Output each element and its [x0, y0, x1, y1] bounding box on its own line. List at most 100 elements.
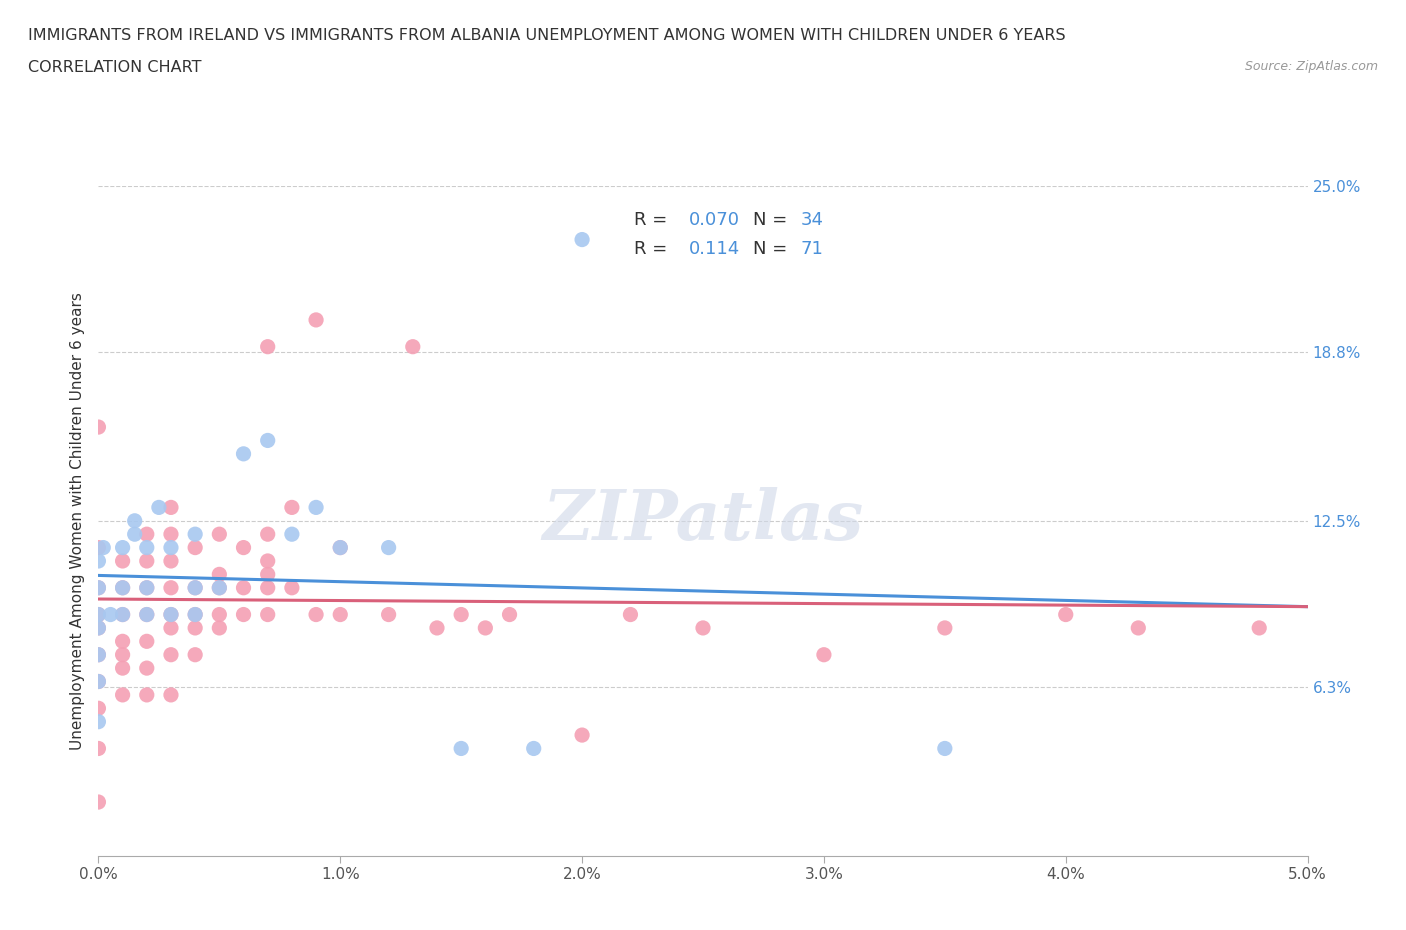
Point: [813, 647, 835, 662]
Point: [619, 607, 641, 622]
Text: 71: 71: [801, 240, 824, 258]
Point: [87, 580, 110, 595]
Point: [135, 607, 157, 622]
Point: [329, 540, 352, 555]
Point: [329, 607, 352, 622]
Point: [111, 607, 134, 622]
Text: ZIPatlas: ZIPatlas: [543, 487, 863, 554]
Text: N =: N =: [752, 211, 793, 230]
Point: [208, 526, 231, 541]
Point: [498, 607, 520, 622]
Point: [135, 580, 157, 595]
Point: [135, 526, 157, 541]
Point: [160, 580, 183, 595]
Point: [256, 339, 278, 354]
Point: [208, 607, 231, 622]
Point: [135, 660, 157, 675]
Point: [256, 553, 278, 568]
Point: [184, 526, 207, 541]
Point: [184, 540, 207, 555]
Point: [87, 419, 110, 434]
Point: [450, 607, 472, 622]
Point: [256, 433, 278, 448]
Point: [124, 513, 146, 528]
Point: [135, 540, 157, 555]
Text: 34: 34: [801, 211, 824, 230]
Point: [160, 540, 183, 555]
Point: [135, 687, 157, 702]
Point: [1249, 620, 1271, 635]
Point: [934, 741, 956, 756]
Point: [87, 620, 110, 635]
Point: [160, 647, 183, 662]
Point: [377, 607, 399, 622]
Point: [160, 620, 183, 635]
Point: [426, 620, 449, 635]
Legend: Immigrants from Ireland, Immigrants from Albania: Immigrants from Ireland, Immigrants from…: [378, 924, 907, 930]
Point: [87, 620, 110, 635]
Point: [184, 607, 207, 622]
Point: [111, 634, 134, 649]
Point: [87, 580, 110, 595]
Point: [87, 607, 110, 622]
Point: [208, 580, 231, 595]
Point: [232, 607, 254, 622]
Text: N =: N =: [752, 240, 793, 258]
Point: [91, 540, 114, 555]
Point: [111, 580, 134, 595]
Point: [1054, 607, 1077, 622]
Point: [87, 674, 110, 689]
Point: [232, 580, 254, 595]
Point: [474, 620, 496, 635]
Point: [208, 567, 231, 582]
Point: [329, 540, 352, 555]
Point: [160, 553, 183, 568]
Point: [305, 500, 328, 515]
Point: [87, 540, 110, 555]
Point: [160, 607, 183, 622]
Point: [305, 312, 328, 327]
Point: [160, 500, 183, 515]
Point: [87, 714, 110, 729]
Point: [305, 607, 328, 622]
Point: [87, 607, 110, 622]
Point: [111, 660, 134, 675]
Point: [87, 553, 110, 568]
Point: [135, 580, 157, 595]
Point: [184, 580, 207, 595]
Text: IMMIGRANTS FROM IRELAND VS IMMIGRANTS FROM ALBANIA UNEMPLOYMENT AMONG WOMEN WITH: IMMIGRANTS FROM IRELAND VS IMMIGRANTS FR…: [28, 28, 1066, 43]
Point: [450, 741, 472, 756]
Point: [160, 687, 183, 702]
Point: [87, 674, 110, 689]
Point: [402, 339, 425, 354]
Point: [135, 607, 157, 622]
Point: [256, 580, 278, 595]
Point: [256, 567, 278, 582]
Text: 0.114: 0.114: [689, 240, 740, 258]
Point: [87, 794, 110, 809]
Point: [148, 500, 170, 515]
Point: [111, 647, 134, 662]
Point: [208, 580, 231, 595]
Point: [1128, 620, 1150, 635]
Point: [87, 647, 110, 662]
Point: [111, 540, 134, 555]
Point: [232, 540, 254, 555]
Text: R =: R =: [634, 240, 679, 258]
Point: [934, 620, 956, 635]
Point: [124, 526, 146, 541]
Point: [523, 741, 546, 756]
Point: [256, 607, 278, 622]
Point: [184, 620, 207, 635]
Point: [111, 553, 134, 568]
Point: [135, 634, 157, 649]
Point: [281, 526, 304, 541]
Point: [111, 580, 134, 595]
Point: [208, 620, 231, 635]
Point: [256, 526, 278, 541]
Y-axis label: Unemployment Among Women with Children Under 6 years: Unemployment Among Women with Children U…: [70, 292, 86, 750]
Point: [571, 232, 593, 247]
Point: [87, 701, 110, 716]
Point: [111, 607, 134, 622]
Point: [111, 687, 134, 702]
